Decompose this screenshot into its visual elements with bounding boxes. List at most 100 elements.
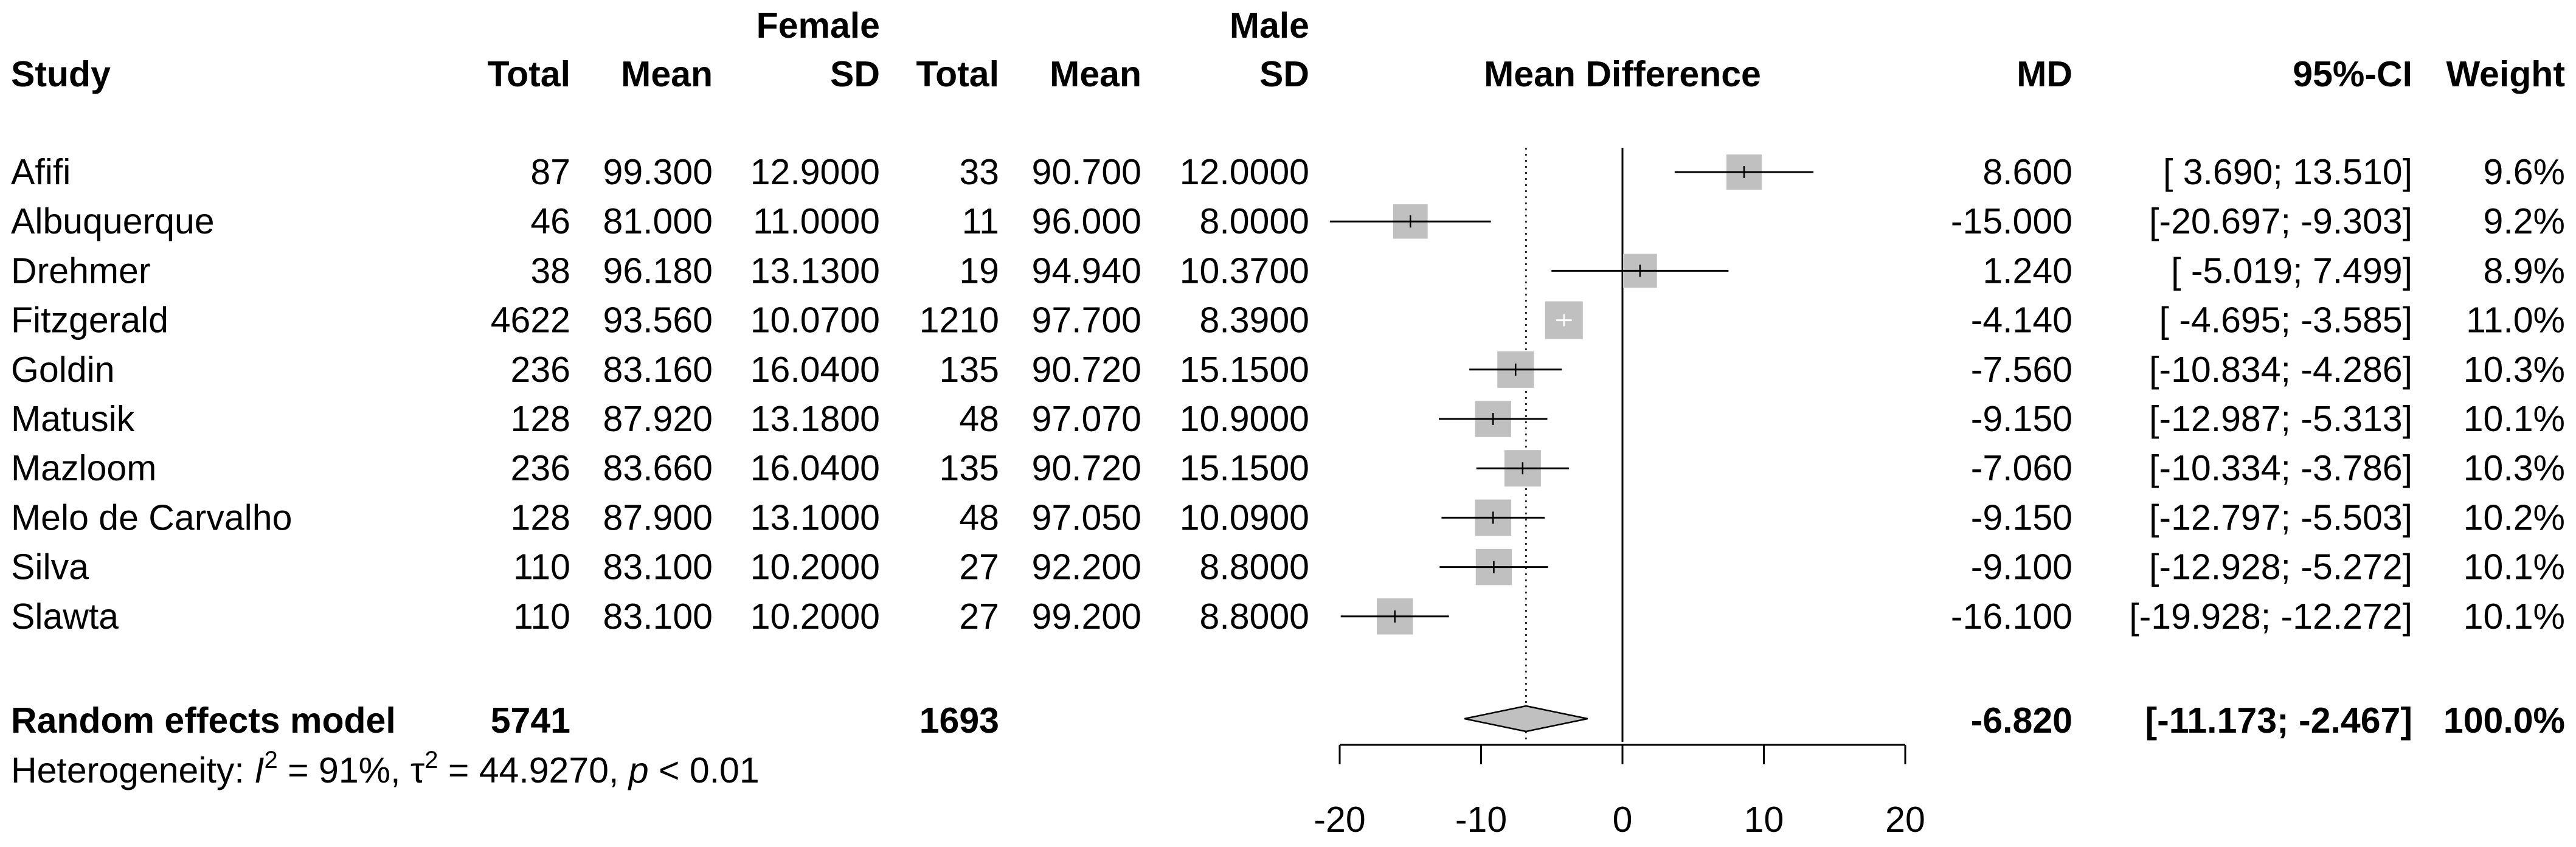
md-value: -7.560 bbox=[1971, 350, 2072, 390]
mean-female: 81.000 bbox=[603, 201, 713, 241]
mean-male: 92.200 bbox=[1032, 547, 1141, 587]
sd-male: 10.0900 bbox=[1180, 497, 1309, 538]
sd-female: 10.2000 bbox=[750, 547, 880, 587]
total-female: 110 bbox=[513, 596, 570, 637]
pooled-ci: [-11.173; -2.467] bbox=[2145, 700, 2412, 741]
sd-male: 15.1500 bbox=[1180, 350, 1309, 390]
md-value: 1.240 bbox=[1982, 251, 2072, 291]
study-name: Drehmer bbox=[11, 251, 151, 291]
sd-female: 10.2000 bbox=[750, 596, 880, 637]
md-value: -15.000 bbox=[1951, 201, 2072, 241]
header-group-female: Female bbox=[757, 5, 880, 46]
study-name: Matusik bbox=[11, 399, 135, 439]
weight-value: 8.9% bbox=[2484, 251, 2565, 291]
total-male: 33 bbox=[959, 152, 999, 192]
x-tick-label: -10 bbox=[1455, 800, 1507, 840]
x-tick-label: 20 bbox=[1885, 800, 1925, 840]
mean-male: 99.200 bbox=[1032, 596, 1141, 637]
plot-area bbox=[1329, 148, 1814, 742]
study-mark bbox=[1476, 450, 1569, 487]
sd-male: 8.0000 bbox=[1200, 201, 1309, 241]
mean-female: 83.100 bbox=[603, 596, 713, 637]
sd-female: 13.1300 bbox=[750, 251, 880, 291]
md-value: -4.140 bbox=[1971, 300, 2072, 341]
mean-male: 97.070 bbox=[1032, 399, 1141, 439]
mean-female: 83.160 bbox=[603, 350, 713, 390]
study-mark bbox=[1441, 499, 1545, 536]
study-mark bbox=[1439, 401, 1548, 437]
study-row: Goldin 236 83.160 16.0400 135 90.720 15.1500 -7… bbox=[11, 350, 2565, 390]
header-ci: 95%-CI bbox=[2293, 54, 2412, 94]
mean-male: 90.700 bbox=[1032, 152, 1141, 192]
header-total-male: Total bbox=[916, 54, 999, 94]
header-sd-male: SD bbox=[1259, 54, 1309, 94]
x-tick-label: 0 bbox=[1613, 800, 1633, 840]
heterogeneity-text: Heterogeneity: I2 = 91%, τ2 = 44.9270, p… bbox=[11, 747, 760, 790]
mean-male: 96.000 bbox=[1032, 201, 1141, 241]
total-female: 128 bbox=[511, 497, 570, 538]
header-study: Study bbox=[11, 54, 111, 94]
x-axis: -20 -10 0 10 20 bbox=[1314, 744, 1925, 840]
header-group-male: Male bbox=[1230, 5, 1309, 46]
study-mark bbox=[1469, 351, 1562, 388]
total-male: 135 bbox=[940, 448, 999, 488]
ci-value: [-10.834; -4.286] bbox=[2149, 350, 2412, 390]
total-female: 110 bbox=[513, 547, 570, 587]
mean-female: 96.180 bbox=[603, 251, 713, 291]
study-name: Mazloom bbox=[11, 448, 156, 488]
x-tick-label: -20 bbox=[1314, 800, 1365, 840]
study-name: Melo de Carvalho bbox=[11, 497, 292, 538]
ci-value: [-12.987; -5.313] bbox=[2149, 399, 2412, 439]
weight-value: 10.2% bbox=[2463, 497, 2565, 538]
mean-male: 90.720 bbox=[1032, 448, 1141, 488]
study-name: Slawta bbox=[11, 596, 119, 637]
sd-male: 8.3900 bbox=[1200, 300, 1309, 341]
study-row: Afifi 87 99.300 12.9000 33 90.700 12.0000 8.600… bbox=[11, 152, 2565, 192]
weight-value: 10.1% bbox=[2463, 399, 2565, 439]
ci-value: [-10.334; -3.786] bbox=[2149, 448, 2412, 488]
md-value: -7.060 bbox=[1971, 448, 2072, 488]
total-female: 236 bbox=[511, 448, 570, 488]
mean-female: 99.300 bbox=[603, 152, 713, 192]
mean-female: 83.100 bbox=[603, 547, 713, 587]
header-mean-male: Mean bbox=[1050, 54, 1141, 94]
weight-value: 10.1% bbox=[2463, 596, 2565, 637]
mean-male: 97.700 bbox=[1032, 300, 1141, 341]
header-sd-female: SD bbox=[830, 54, 880, 94]
pooled-label: Random effects model bbox=[11, 700, 396, 741]
total-female: 38 bbox=[530, 251, 570, 291]
sd-female: 12.9000 bbox=[750, 152, 880, 192]
weight-value: 10.1% bbox=[2463, 547, 2565, 587]
pooled-weight: 100.0% bbox=[2443, 700, 2565, 741]
x-tick-label: 10 bbox=[1744, 800, 1784, 840]
mean-female: 83.660 bbox=[603, 448, 713, 488]
total-female: 236 bbox=[511, 350, 570, 390]
mean-male: 90.720 bbox=[1032, 350, 1141, 390]
ci-value: [-19.928; -12.272] bbox=[2129, 596, 2412, 637]
study-mark bbox=[1329, 204, 1491, 239]
total-male: 19 bbox=[959, 251, 999, 291]
sd-male: 12.0000 bbox=[1180, 152, 1309, 192]
study-name: Silva bbox=[11, 547, 89, 587]
study-row: Matusik 128 87.920 13.1800 48 97.070 10.9000 -9… bbox=[11, 399, 2565, 439]
md-value: -9.100 bbox=[1971, 547, 2072, 587]
weight-value: 10.3% bbox=[2463, 448, 2565, 488]
sd-female: 16.0400 bbox=[750, 350, 880, 390]
mean-female: 87.920 bbox=[603, 399, 713, 439]
pooled-diamond bbox=[1464, 705, 1588, 733]
total-female: 87 bbox=[530, 152, 570, 192]
study-row: Albuquerque 46 81.000 11.0000 11 96.000 8.0000… bbox=[11, 201, 2565, 241]
sd-male: 10.3700 bbox=[1180, 251, 1309, 291]
study-mark bbox=[1340, 598, 1449, 635]
mean-male: 94.940 bbox=[1032, 251, 1141, 291]
study-name: Afifi bbox=[11, 152, 71, 192]
md-value: -9.150 bbox=[1971, 497, 2072, 538]
study-name: Fitzgerald bbox=[11, 300, 168, 341]
sd-female: 11.0000 bbox=[753, 201, 880, 241]
pooled-total-male: 1693 bbox=[919, 700, 999, 741]
pooled-total-female: 5741 bbox=[491, 700, 570, 741]
header-md: MD bbox=[2017, 54, 2072, 94]
ci-value: [-12.928; -5.272] bbox=[2149, 547, 2412, 587]
header-mean-female: Mean bbox=[621, 54, 713, 94]
ci-value: [ -5.019; 7.499] bbox=[2171, 251, 2412, 291]
